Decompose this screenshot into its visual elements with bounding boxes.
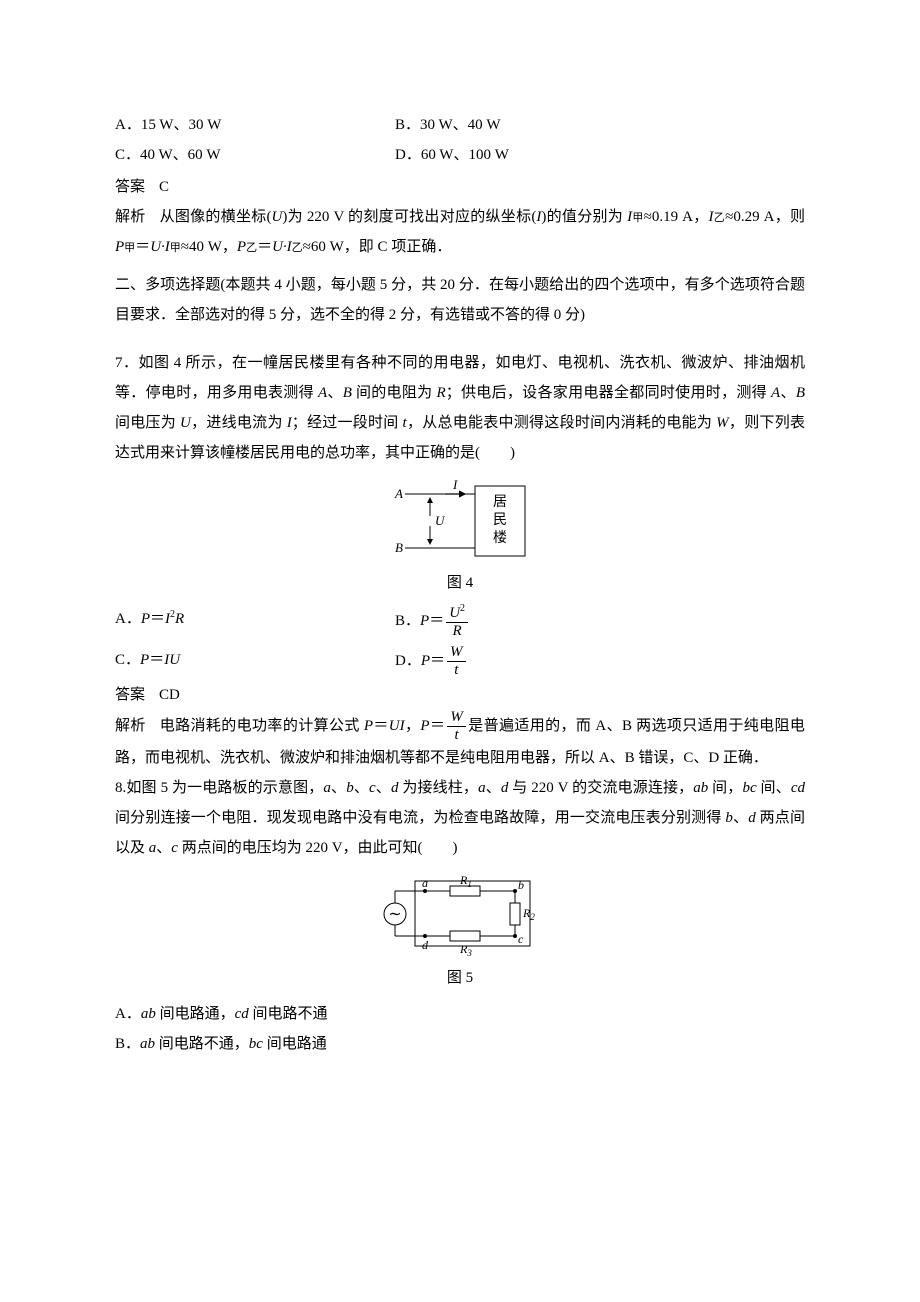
q7-option-a: A．P＝I2R: [115, 604, 395, 639]
q6-answer: 答案 C: [115, 172, 805, 202]
q7-answer: 答案 CD: [115, 680, 805, 710]
question-8: 8.如图 5 为一电路板的示意图，a、b、c、d 为接线柱，a、d 与 220 …: [115, 773, 805, 1059]
fig4-b-label: B: [395, 540, 403, 555]
fig5-c: c: [518, 932, 524, 946]
q8-option-a: A．ab 间电路通，cd 间电路不通: [115, 999, 805, 1029]
q7-option-c: C．P＝IU: [115, 645, 395, 678]
q7-options-row2: C．P＝IU D．P＝Wt: [115, 645, 805, 678]
q6-options-row1: A．15 W、30 W B．30 W、40 W: [115, 110, 805, 140]
svg-text:R2: R2: [522, 906, 535, 922]
q6-explanation: 解析从图像的横坐标(U)为 220 V 的刻度可找出对应的纵坐标(I)的值分别为…: [115, 202, 805, 262]
q6-option-a: A．15 W、30 W: [115, 110, 395, 140]
fig4-u-label: U: [435, 513, 446, 528]
expl-label: 解析: [115, 209, 146, 225]
svg-text:R3: R3: [459, 942, 472, 958]
ac-symbol: ∼: [388, 906, 401, 923]
svg-text:R1: R1: [459, 873, 472, 889]
q7-option-b: B．P＝U2R: [395, 604, 805, 639]
q7-stem: 7．如图 4 所示，在一幢居民楼里有各种不同的用电器，如电灯、电视机、洗衣机、微…: [115, 348, 805, 468]
answer-value: CD: [159, 687, 180, 703]
fig5-d: d: [422, 938, 429, 952]
q6-option-c: C．40 W、60 W: [115, 140, 395, 170]
q8-option-b: B．ab 间电路不通，bc 间电路通: [115, 1029, 805, 1059]
figure-5: ∼ a b c d R1 R2 R3: [115, 871, 805, 961]
q7-options-row1: A．P＝I2R B．P＝U2R: [115, 604, 805, 639]
expl-label: 解析: [115, 718, 146, 734]
answer-label: 答案: [115, 687, 145, 703]
figure-4: 居 民 楼 I A B U: [115, 476, 805, 566]
section2-title: 二、多项选择题(本题共 4 小题，每小题 5 分，共 20 分．在每小题给出的四…: [115, 270, 805, 330]
q8-stem: 8.如图 5 为一电路板的示意图，a、b、c、d 为接线柱，a、d 与 220 …: [115, 773, 805, 863]
question-7: 7．如图 4 所示，在一幢居民楼里有各种不同的用电器，如电灯、电视机、洗衣机、微…: [115, 348, 805, 773]
q6-options-row2: C．40 W、60 W D．60 W、100 W: [115, 140, 805, 170]
q7-explanation: 解析电路消耗的电功率的计算公式 P＝UI，P＝Wt是普遍适用的，而 A、B 两选…: [115, 710, 805, 773]
figure-4-caption: 图 4: [115, 568, 805, 598]
answer-value: C: [159, 179, 169, 195]
q6-option-b: B．30 W、40 W: [395, 110, 805, 140]
fig4-a-label: A: [394, 486, 403, 501]
fig4-i-label: I: [452, 477, 458, 492]
fig4-box-text3: 楼: [493, 530, 507, 546]
answer-label: 答案: [115, 179, 145, 195]
q7-option-d: D．P＝Wt: [395, 645, 805, 678]
figure-5-caption: 图 5: [115, 963, 805, 993]
fig4-box-text1: 居: [493, 495, 507, 510]
fig4-box-text2: 民: [493, 513, 507, 528]
fig5-b: b: [518, 878, 524, 892]
fig5-a: a: [422, 876, 428, 890]
q6-option-d: D．60 W、100 W: [395, 140, 805, 170]
